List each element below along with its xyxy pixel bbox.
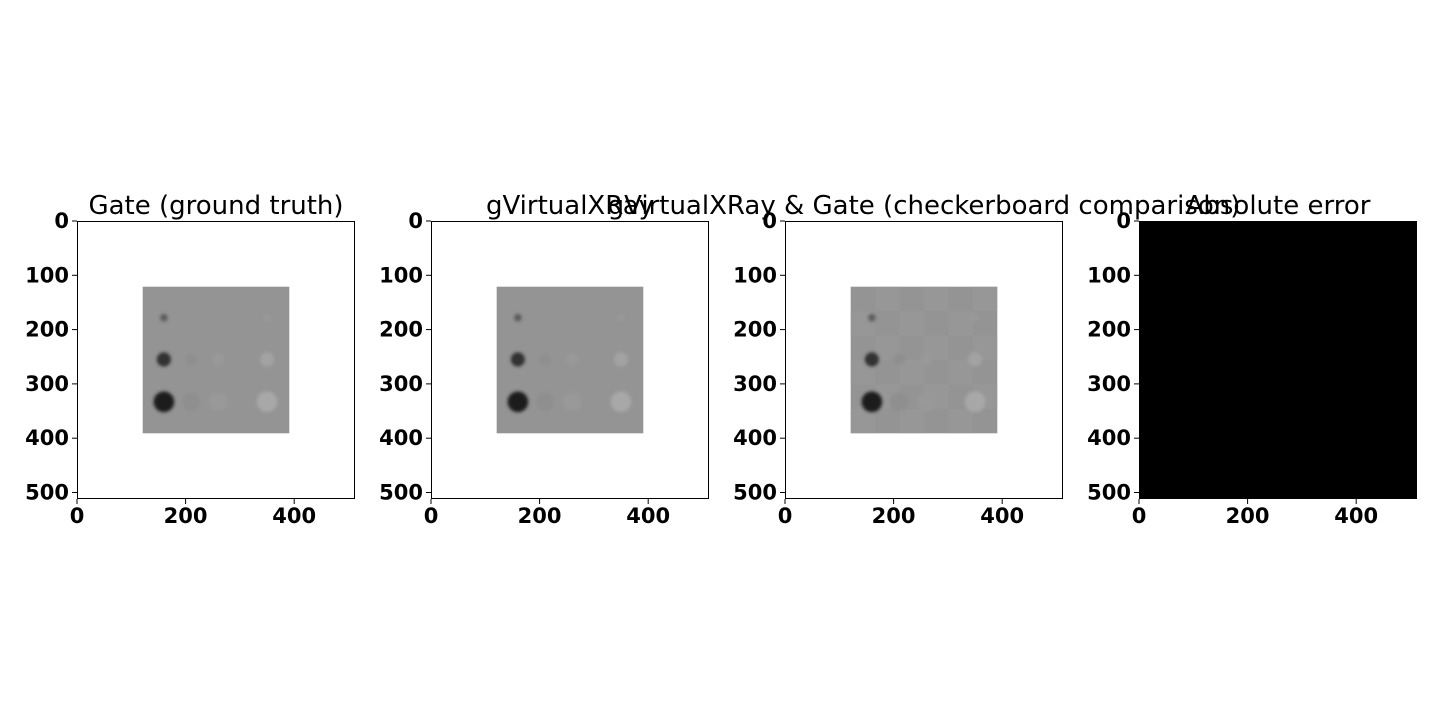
phantom-insert [153,391,175,413]
x-tick-label: 200 [1226,504,1270,528]
phantom-insert [181,392,201,412]
panel-title: gVirtualXRay [486,191,654,221]
x-tick-label: 400 [1334,504,1378,528]
phantom-insert [562,392,582,412]
checker-cell [924,286,949,312]
checker-cell [948,311,973,336]
phantom-insert [920,353,933,366]
y-tick-label: 200 [25,318,69,342]
phantom-insert [916,392,936,412]
y-tick-label: 0 [54,209,69,233]
y-tick-label: 0 [1116,209,1131,233]
checker-cell [850,408,876,434]
phantom-insert [263,313,271,322]
phantom-insert [539,353,551,366]
checker-cell [899,360,924,385]
y-tick-label: 500 [733,480,777,504]
phantom-insert [868,313,876,322]
phantom-insert [971,313,979,322]
checker-cell [899,311,924,336]
y-tick-label: 200 [379,318,423,342]
checker-cell [875,286,900,312]
y-tick-label: 200 [733,318,777,342]
x-tick-label: 0 [424,504,439,528]
x-tick-label: 400 [272,504,316,528]
phantom-insert [156,352,171,367]
y-tick-label: 0 [408,209,423,233]
y-tick-label: 400 [379,426,423,450]
image-area [431,221,709,499]
phantom-insert [613,352,629,367]
checker-cell [948,360,973,385]
phantom-insert [964,391,986,413]
phantom-insert [514,313,522,322]
phantom-insert [889,392,909,412]
phantom-insert [967,352,983,367]
y-tick-label: 100 [733,263,777,287]
phantom-insert [535,392,555,412]
phantom-insert [259,352,275,367]
phantom-insert [864,352,879,367]
checker-cell [899,408,924,434]
phantom-insert [510,352,525,367]
phantom-insert [208,392,228,412]
axes-frame [1139,221,1417,499]
image-area [1139,221,1417,499]
y-tick-label: 300 [1087,372,1131,396]
x-tick-label: 200 [872,504,916,528]
y-tick-label: 200 [1087,318,1131,342]
phantom-insert [185,353,197,366]
x-tick-label: 0 [1132,504,1147,528]
y-tick-label: 400 [1087,426,1131,450]
panel-title: Absolute error [1186,191,1371,221]
y-tick-label: 100 [1087,263,1131,287]
y-tick-label: 100 [25,263,69,287]
y-tick-label: 400 [25,426,69,450]
error-image [1139,221,1417,499]
x-tick-label: 400 [626,504,670,528]
phantom-insert [507,391,529,413]
x-tick-label: 400 [980,504,1024,528]
y-tick-label: 500 [25,480,69,504]
phantom-insert [610,391,632,413]
y-tick-label: 0 [762,209,777,233]
y-tick-label: 500 [379,480,423,504]
panel-title: Gate (ground truth) [88,191,343,221]
panel-title: gVirtualXRay & Gate (checkerboard compar… [608,191,1241,221]
axes-frame [785,221,1063,499]
y-tick-label: 500 [1087,480,1131,504]
x-tick-label: 0 [778,504,793,528]
image-area [785,221,1063,499]
x-tick-label: 200 [164,504,208,528]
checker-cell [972,286,998,312]
axes-frame [77,221,355,499]
phantom-insert [256,391,278,413]
y-tick-label: 300 [733,372,777,396]
phantom-insert [861,391,883,413]
phantom-insert [617,313,625,322]
phantom-insert [160,313,168,322]
phantom-insert [566,353,579,366]
phantom-insert [212,353,225,366]
x-tick-label: 0 [70,504,85,528]
y-tick-label: 300 [379,372,423,396]
y-tick-label: 100 [379,263,423,287]
y-tick-label: 400 [733,426,777,450]
image-area [77,221,355,499]
panel-3: gVirtualXRay & Gate (checkerboard compar… [608,191,1241,528]
x-tick-label: 200 [518,504,562,528]
y-tick-label: 300 [25,372,69,396]
phantom-insert [893,353,905,366]
axes-frame [431,221,709,499]
checker-cell [948,408,973,434]
